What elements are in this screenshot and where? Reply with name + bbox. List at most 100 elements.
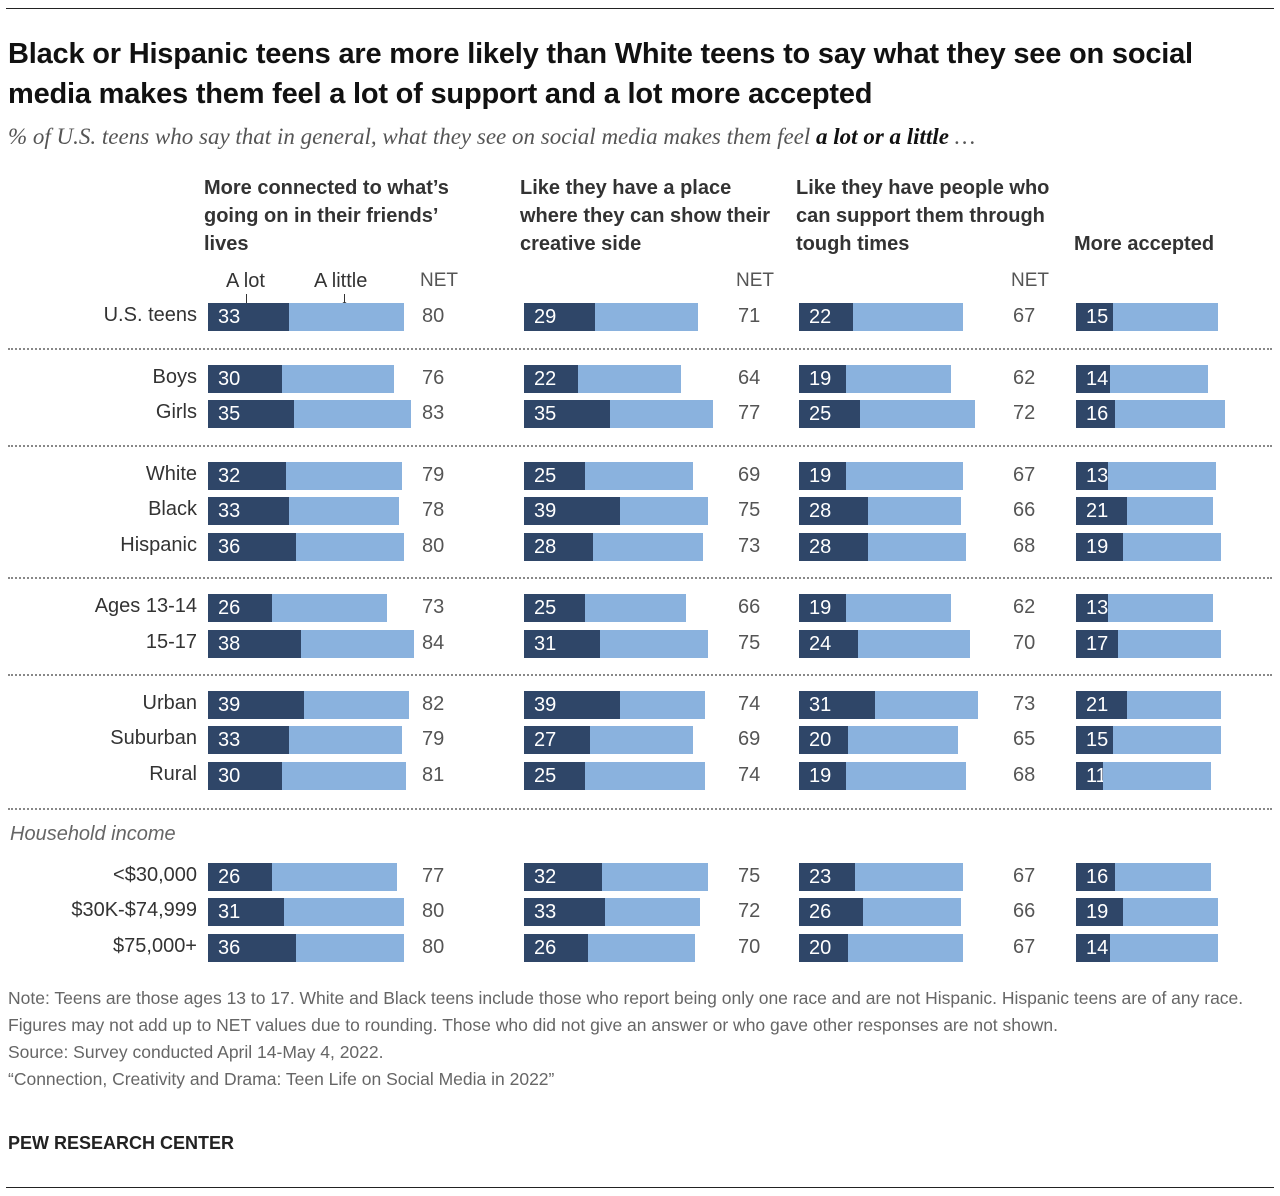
bar-a-little xyxy=(585,462,694,490)
bar-a-lot-value: 29 xyxy=(534,306,557,328)
net-heading: NET xyxy=(1011,270,1049,291)
net-value: 75 xyxy=(738,865,761,887)
bar-a-little xyxy=(845,365,951,393)
bar-a-little xyxy=(595,303,698,331)
group-heading-income: Household income xyxy=(10,823,176,845)
net-value: 84 xyxy=(422,632,445,654)
row-label: 15-17 xyxy=(145,631,197,653)
bar-a-little xyxy=(848,934,964,962)
bar-a-lot: 35 xyxy=(524,400,610,428)
bar-a-lot-value: 30 xyxy=(218,368,241,390)
bar-a-lot-value: 14 xyxy=(1086,937,1109,959)
bar-a-little xyxy=(1127,691,1221,719)
footnotes: Note: Teens are those ages 13 to 17. Whi… xyxy=(8,985,1278,1093)
net-value: 80 xyxy=(422,305,445,327)
bar-a-lot: 26 xyxy=(208,863,272,891)
bar-a-lot-value: 33 xyxy=(218,729,241,751)
bar-a-little xyxy=(619,691,706,719)
row-label: White xyxy=(145,463,197,485)
bar-a-little xyxy=(293,400,412,428)
bar-a-lot: 33 xyxy=(208,497,289,525)
bar-a-lot: 22 xyxy=(799,303,853,331)
bar-a-lot: 20 xyxy=(799,934,848,962)
legend-a-lot: A lot xyxy=(226,270,265,292)
subtitle-text: % of U.S. teens who say that in general,… xyxy=(8,124,817,149)
net-value: 66 xyxy=(1013,499,1036,521)
bar-a-little xyxy=(1112,303,1219,331)
bar-a-lot: 33 xyxy=(524,898,605,926)
note: Note: Teens are those ages 13 to 17. Whi… xyxy=(8,988,1244,1035)
net-value: 72 xyxy=(738,900,761,922)
bar-a-little xyxy=(1112,726,1221,754)
bar-a-lot: 30 xyxy=(208,365,282,393)
bar-a-lot: 31 xyxy=(208,898,284,926)
bar-a-lot-value: 33 xyxy=(218,500,241,522)
bar-a-lot: 29 xyxy=(524,303,596,331)
net-value: 68 xyxy=(1013,535,1036,557)
net-value: 64 xyxy=(738,367,761,389)
bar-a-little xyxy=(1122,533,1221,561)
bar-a-little xyxy=(1122,898,1219,926)
bar-a-lot-value: 13 xyxy=(1086,597,1109,619)
bar-a-lot: 16 xyxy=(1076,863,1116,891)
net-value: 69 xyxy=(738,464,761,486)
bar-a-little xyxy=(599,630,708,658)
legend-a-little: A little xyxy=(314,270,368,292)
bar-a-lot: 39 xyxy=(524,497,620,525)
bar-a-lot: 26 xyxy=(208,594,272,622)
bar-a-lot-value: 27 xyxy=(534,729,557,751)
bar-a-little xyxy=(845,594,951,622)
bar-a-lot-value: 11 xyxy=(1086,765,1107,787)
row-label: U.S. teens xyxy=(103,304,197,326)
net-value: 67 xyxy=(1013,865,1036,887)
bar-a-little xyxy=(303,691,409,719)
bar-a-lot-value: 36 xyxy=(218,937,241,959)
bar-a-lot-value: 25 xyxy=(534,597,557,619)
row-label: Rural xyxy=(149,763,197,785)
bar-a-little xyxy=(602,863,708,891)
bar-a-little xyxy=(867,533,966,561)
bar-a-lot-value: 28 xyxy=(534,536,557,558)
bar-a-lot-value: 35 xyxy=(534,403,557,425)
bar-a-little xyxy=(283,898,404,926)
bar-a-lot: 28 xyxy=(799,533,868,561)
bar-a-lot-value: 39 xyxy=(534,694,557,716)
row-label: $30K-$74,999 xyxy=(71,899,197,921)
bar-a-lot: 28 xyxy=(799,497,868,525)
bar-a-lot-value: 26 xyxy=(218,597,241,619)
bar-a-little xyxy=(271,594,387,622)
bar-a-lot: 19 xyxy=(799,594,846,622)
bar-a-lot-value: 24 xyxy=(809,633,832,655)
bar-a-little xyxy=(1117,630,1221,658)
bar-a-lot: 14 xyxy=(1076,365,1111,393)
net-value: 73 xyxy=(422,596,445,618)
column-heading: Like they have a place where they can sh… xyxy=(520,177,771,255)
bar-a-little xyxy=(288,303,404,331)
brand-logo: PEW RESEARCH CENTER xyxy=(8,1133,235,1153)
bar-a-little xyxy=(874,691,978,719)
net-value: 73 xyxy=(1013,693,1036,715)
bar-a-lot: 28 xyxy=(524,533,593,561)
bar-a-little xyxy=(590,726,694,754)
row-label: Black xyxy=(148,498,197,520)
bar-a-little xyxy=(1102,762,1211,790)
bar-a-lot-value: 19 xyxy=(1086,901,1109,923)
bar-a-lot-value: 39 xyxy=(534,500,557,522)
bar-a-little xyxy=(1115,863,1211,891)
net-value: 68 xyxy=(1013,764,1036,786)
column-heading: Like they have people who can support th… xyxy=(796,177,1050,255)
bar-a-lot: 27 xyxy=(524,726,591,754)
bar-a-lot: 39 xyxy=(208,691,304,719)
bar-a-lot-value: 26 xyxy=(218,866,241,888)
source: Source: Survey conducted April 14-May 4,… xyxy=(8,1042,384,1062)
bar-a-lot: 16 xyxy=(1076,400,1116,428)
bar-a-lot: 19 xyxy=(799,762,846,790)
bar-a-lot: 25 xyxy=(799,400,861,428)
bar-a-lot-value: 20 xyxy=(809,729,832,751)
bar-a-lot: 33 xyxy=(208,726,289,754)
bar-a-little xyxy=(604,898,701,926)
bar-a-lot-value: 23 xyxy=(809,866,832,888)
bar-a-little xyxy=(296,934,404,962)
bar-a-little xyxy=(1127,497,1214,525)
bar-a-lot-value: 16 xyxy=(1086,866,1109,888)
